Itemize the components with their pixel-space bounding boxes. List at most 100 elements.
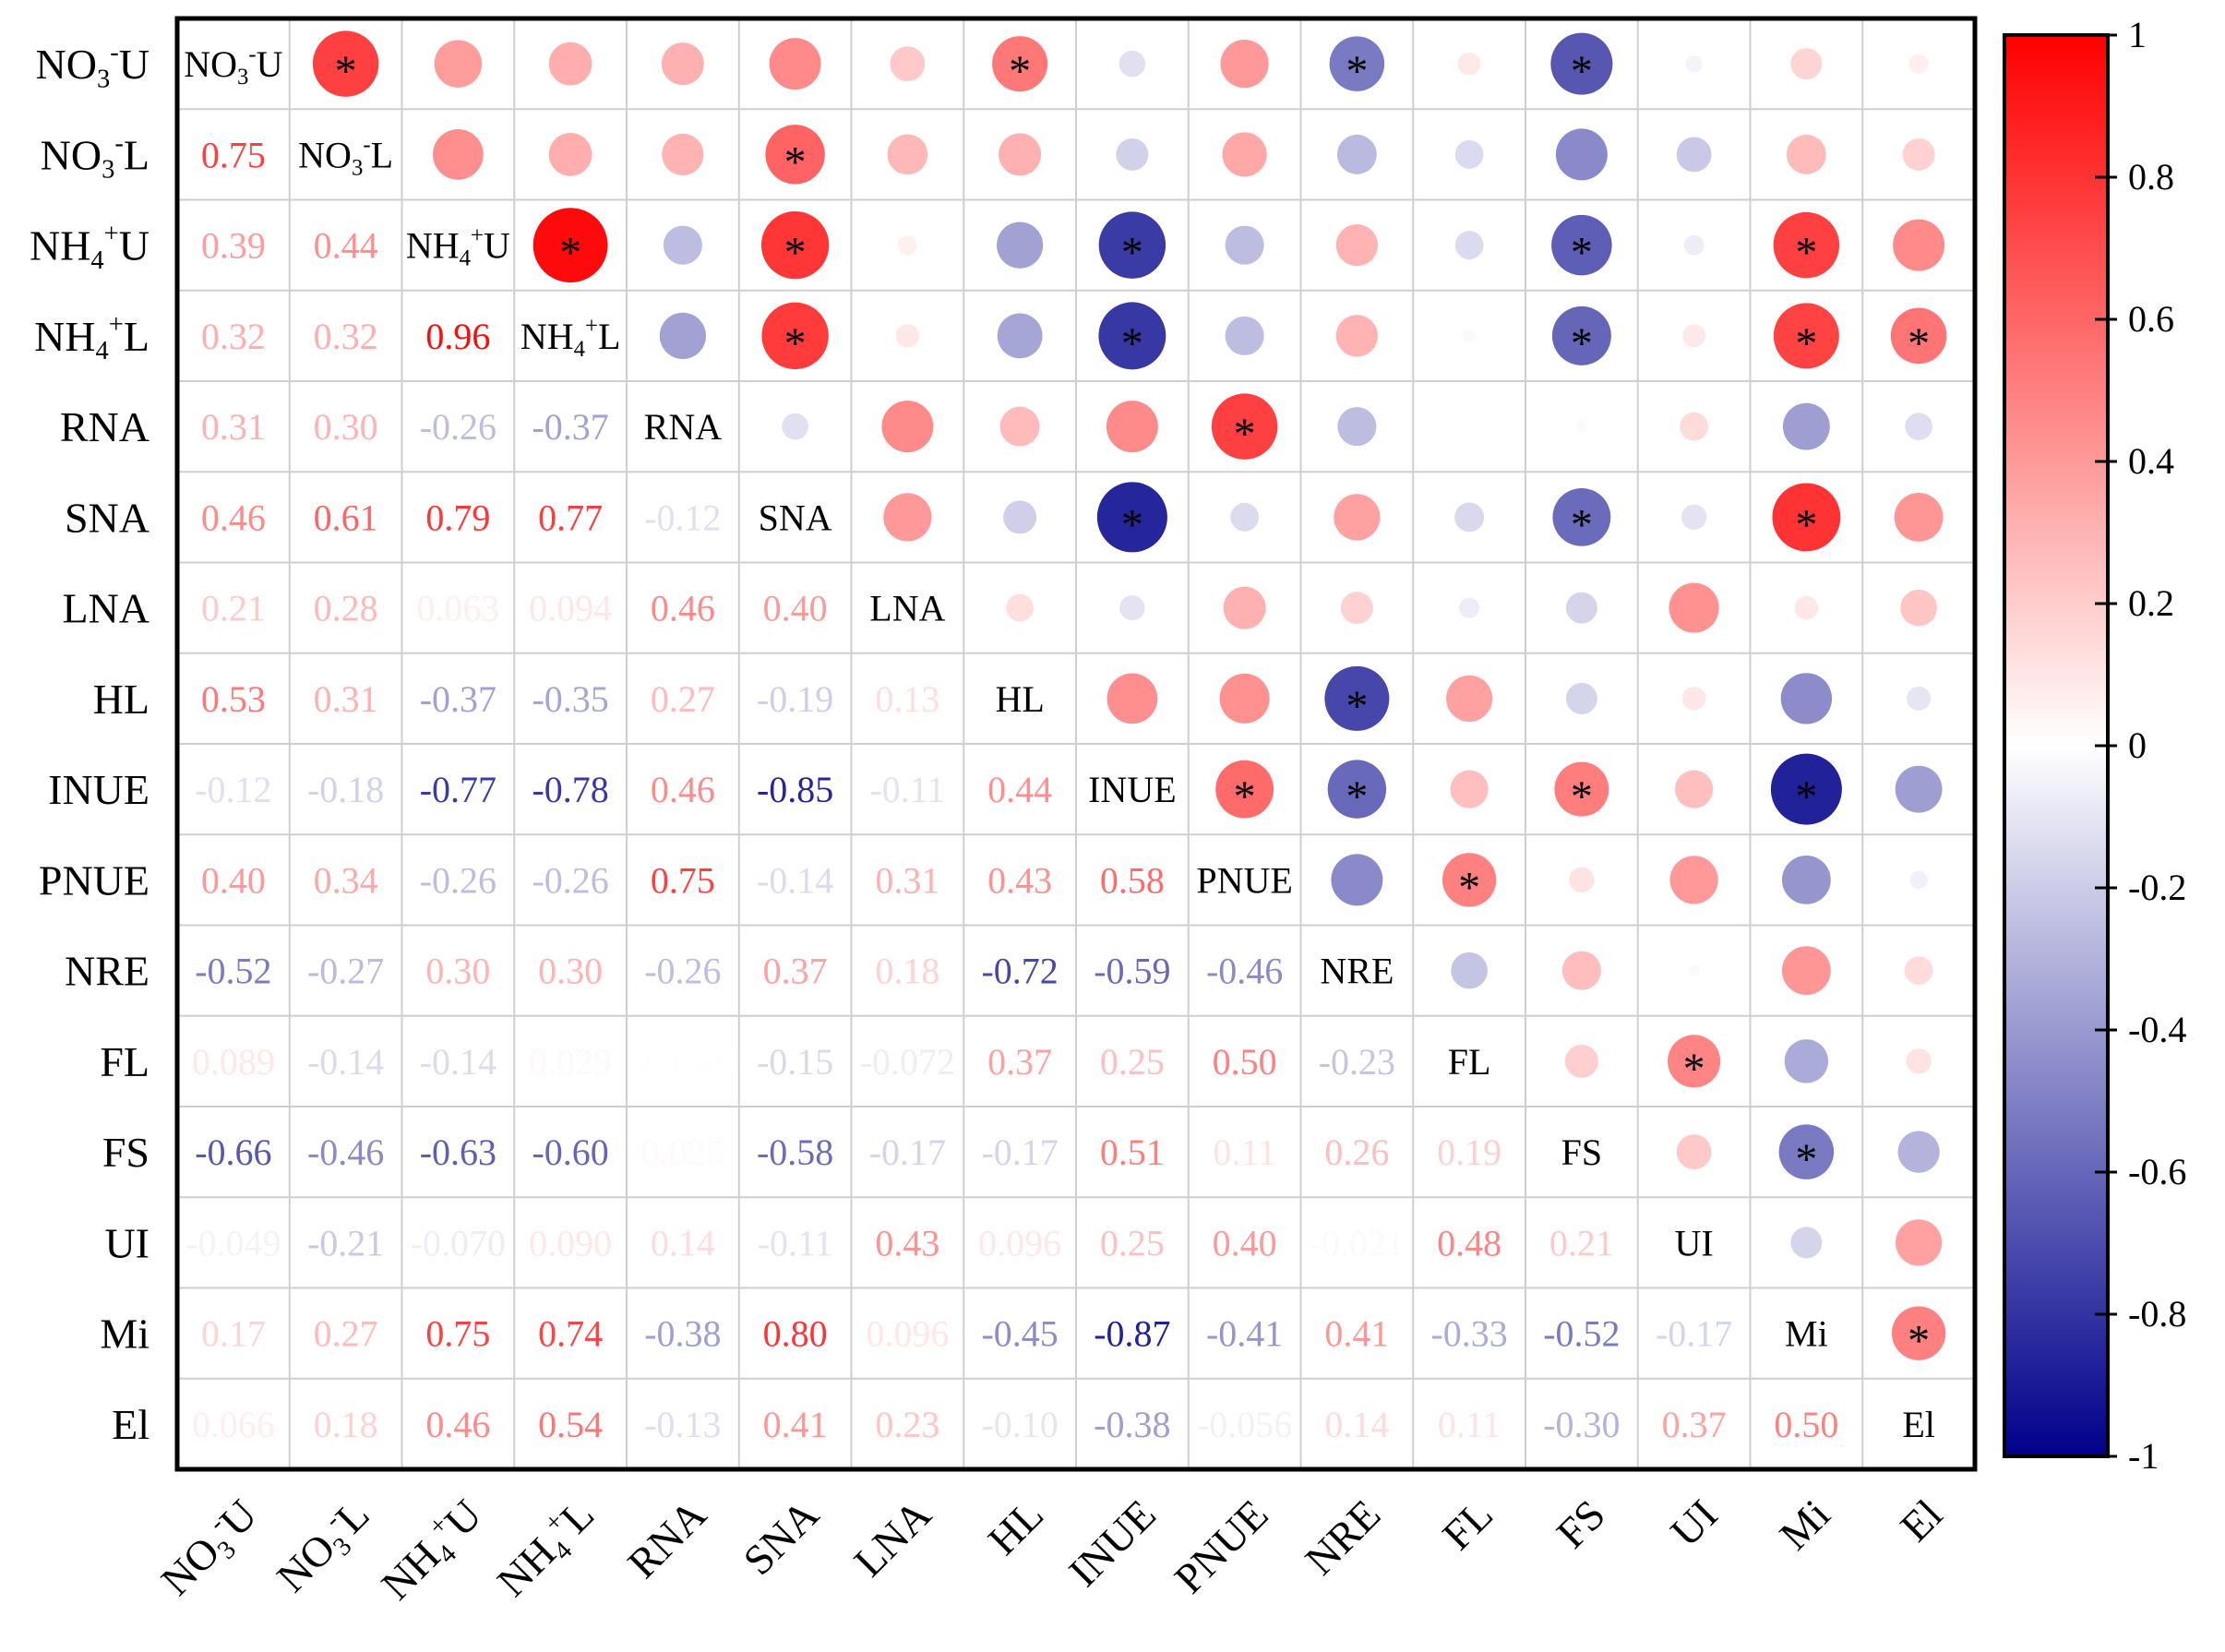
correlation-value: -0.77 [420, 769, 496, 810]
correlation-value: 0.27 [651, 678, 715, 720]
correlation-value: -0.27 [307, 951, 384, 992]
correlation-circle [1778, 1124, 1835, 1179]
row-label: RNA [60, 403, 150, 450]
correlation-value: 0.31 [875, 859, 939, 901]
correlation-circle [1773, 211, 1840, 279]
correlation-value: 0.37 [763, 951, 828, 992]
correlation-value: 0.50 [1774, 1404, 1838, 1445]
correlation-value: 0.19 [1437, 1131, 1501, 1173]
correlation-value: 0.25 [1100, 1041, 1165, 1083]
colorbar-tick-label: 1 [2128, 14, 2147, 55]
correlation-circle [1773, 303, 1839, 369]
correlation-value: 0.53 [201, 678, 266, 720]
correlation-value: -0.45 [981, 1313, 1058, 1355]
correlation-circle [1896, 1219, 1943, 1266]
correlation-circle [1902, 138, 1935, 171]
correlation-value: 0.44 [987, 769, 1052, 810]
correlation-circle [1098, 302, 1166, 370]
significance-marker: * [1571, 319, 1593, 368]
correlation-value: 0.0049 [632, 1041, 734, 1083]
correlation-value: -0.021 [1310, 1222, 1405, 1263]
diagonal-label: HL [995, 678, 1044, 720]
correlation-value: -0.58 [757, 1131, 833, 1173]
diagonal-label: FL [1448, 1041, 1491, 1083]
correlation-value: 0.40 [763, 588, 828, 629]
correlation-value: 0.80 [763, 1313, 828, 1355]
correlation-value: -0.37 [420, 678, 496, 720]
correlation-circle [1674, 770, 1714, 808]
correlation-value: -0.10 [981, 1404, 1058, 1445]
correlation-circle [1908, 54, 1929, 74]
colorbar-tick-label: -0.2 [2128, 867, 2186, 908]
correlation-value: 0.74 [538, 1313, 603, 1355]
diagonal-label: LNA [869, 588, 945, 629]
diagonal-label: El [1902, 1404, 1935, 1445]
correlation-circle [1340, 592, 1373, 625]
correlation-value: 0.094 [529, 588, 612, 629]
significance-marker: * [1121, 229, 1143, 278]
correlation-circle [548, 133, 592, 176]
correlation-value: 0.32 [314, 316, 378, 357]
correlation-value: -0.11 [758, 1222, 833, 1263]
significance-marker: * [1458, 863, 1480, 912]
diagonal-label: RNA [644, 406, 723, 448]
correlation-value: 0.25 [1100, 1222, 1165, 1263]
correlation-circle [1780, 673, 1833, 724]
correlation-circle [1337, 407, 1377, 447]
correlation-circle [1451, 952, 1488, 989]
correlation-circle [1781, 946, 1831, 996]
correlation-value: -0.26 [420, 406, 496, 448]
diagonal-label: NO3-L [298, 133, 393, 181]
correlation-value: -0.30 [1543, 1404, 1620, 1445]
correlation-circle [1550, 32, 1613, 95]
correlation-value: -0.12 [644, 497, 721, 538]
correlation-circle [1441, 853, 1497, 907]
diagonal-label: SNA [759, 497, 832, 538]
correlation-circle [1909, 870, 1928, 890]
correlation-circle [1336, 134, 1377, 174]
row-label: FL [100, 1038, 150, 1085]
diagonal-label: NO3-U [184, 42, 282, 90]
correlation-value: 0.41 [763, 1404, 828, 1445]
correlation-circle [1463, 329, 1477, 342]
correlation-value: 0.029 [529, 1041, 612, 1083]
correlation-value: 0.31 [314, 678, 378, 720]
correlation-value: -0.87 [1094, 1313, 1170, 1355]
correlation-circle [760, 210, 830, 280]
colorbar-tick-label: -0.4 [2128, 1009, 2186, 1050]
significance-marker: * [1795, 229, 1817, 278]
correlation-circle [1334, 494, 1381, 541]
colorbar-gradient [2003, 33, 2110, 1458]
significance-marker: * [1795, 319, 1817, 368]
significance-marker: * [559, 229, 581, 278]
column-label: Mi [1770, 1490, 1838, 1559]
diagonal-label: NH4+L [520, 314, 621, 362]
significance-marker: * [784, 138, 807, 186]
correlation-circle [661, 42, 704, 86]
correlation-value: -0.41 [1206, 1313, 1283, 1355]
column-label: RNA [618, 1490, 715, 1587]
correlation-circle [765, 125, 825, 185]
diagonal-label: FS [1561, 1131, 1603, 1173]
row-label: FS [102, 1129, 150, 1176]
row-label: LNA [62, 585, 150, 632]
correlation-value: 0.40 [201, 859, 266, 901]
significance-marker: * [1908, 319, 1930, 368]
correlation-circle [887, 134, 928, 175]
correlation-value: 0.40 [1213, 1222, 1277, 1263]
correlation-circle [1575, 420, 1588, 433]
column-label: El [1891, 1490, 1951, 1550]
correlation-circle [1890, 307, 1947, 365]
correlation-circle [1682, 324, 1706, 348]
correlation-value: -0.66 [195, 1131, 271, 1173]
correlation-value: -0.17 [869, 1131, 946, 1173]
column-label: NO3-U [150, 1489, 269, 1608]
correlation-value: -0.26 [420, 859, 496, 901]
correlation-circle [782, 413, 808, 440]
correlation-circle [1329, 36, 1385, 91]
correlation-value: -0.52 [1543, 1313, 1620, 1355]
correlation-value: 0.30 [538, 951, 603, 992]
correlation-value: -0.60 [532, 1131, 608, 1173]
correlation-value: -0.11 [869, 769, 945, 810]
correlation-value: -0.14 [757, 859, 833, 901]
